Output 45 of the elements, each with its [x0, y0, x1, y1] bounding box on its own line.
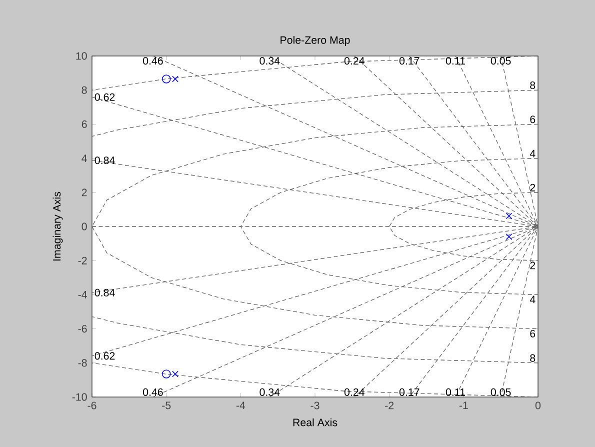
series-label: 0.24 [344, 57, 364, 65]
text: 0.24 [344, 388, 364, 396]
series-label: 0.05 [490, 388, 511, 396]
y-tick-label: 6 [82, 120, 87, 128]
series-label: 2 [530, 184, 536, 192]
series-label: 0.62 [94, 93, 115, 101]
series-label: 4 [530, 296, 536, 304]
text: 0.05 [490, 57, 511, 65]
series-label: 0.11 [446, 388, 465, 396]
y-tick-label: 4 [82, 154, 87, 162]
y-tick-label: -6 [78, 325, 87, 333]
series-label: 0.34 [260, 57, 280, 65]
y-axis-title: Imaginary Axis [52, 192, 63, 260]
x-axis-title: Real Axis [293, 418, 338, 426]
y-tick-label: -4 [78, 291, 87, 298]
text: 4 [530, 150, 536, 158]
x-tick-label: -2 [385, 402, 394, 410]
text: 0.11 [446, 57, 465, 65]
x-tick-label: -6 [88, 402, 96, 410]
series-label: 0.84 [94, 288, 115, 296]
text: 6 [530, 330, 536, 338]
x-tick-label: 0 [535, 402, 541, 410]
series-label: 0.46 [142, 388, 163, 396]
series-label: 8 [530, 354, 536, 362]
chart-title: Pole-Zero Map [280, 36, 350, 46]
x-tick-label: -1 [459, 402, 468, 410]
text: 0.62 [94, 352, 115, 360]
y-tick-label: -10 [72, 393, 87, 401]
text: 0.46 [142, 57, 163, 65]
text: 0.17 [399, 388, 420, 396]
x-tick-label: -5 [162, 402, 171, 410]
text: 2 [530, 262, 536, 270]
series-label: 6 [530, 116, 536, 124]
text: 0.84 [94, 156, 115, 164]
x-tick-label: -4 [236, 402, 246, 410]
series-label: 8 [530, 81, 536, 90]
x-tick-label: -3 [310, 402, 320, 410]
y-tick-label: 10 [76, 52, 87, 60]
text: 0.34 [260, 388, 280, 396]
y-tick-label: 2 [82, 188, 87, 196]
y-tick-label: 8 [82, 86, 87, 94]
y-tick-label: -2 [78, 256, 87, 264]
series-label: 0.17 [399, 57, 420, 65]
y-tick-label: -8 [78, 359, 87, 367]
y-tick-label: 0 [82, 222, 87, 230]
